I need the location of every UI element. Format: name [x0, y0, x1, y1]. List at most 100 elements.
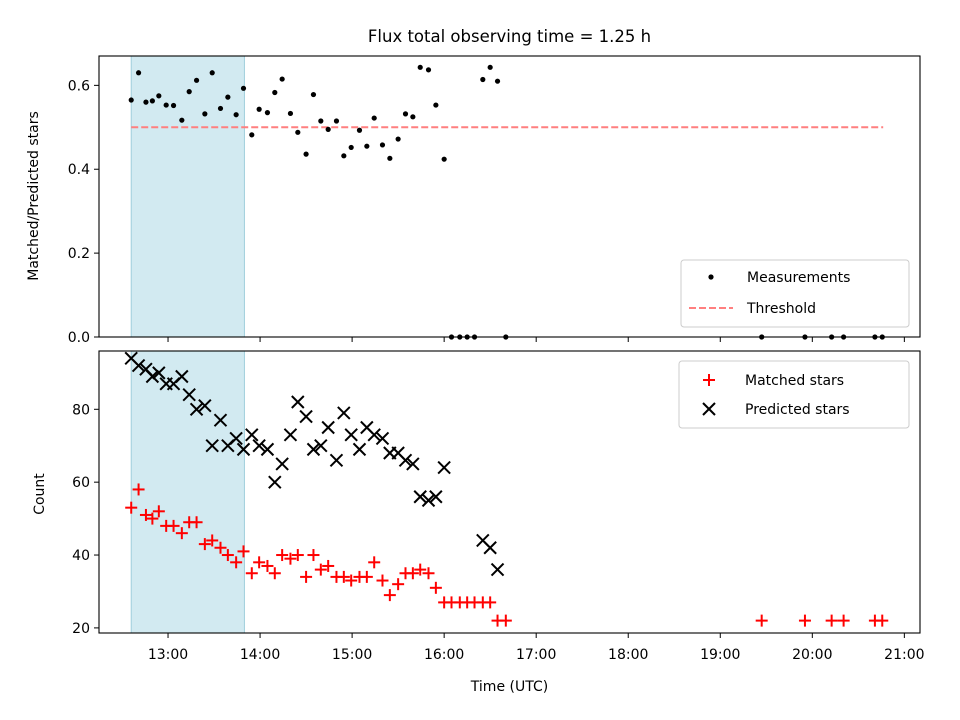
predicted-point [229, 431, 243, 446]
matched-point [291, 549, 304, 562]
matched-point [376, 574, 389, 587]
predicted-point-b [299, 409, 313, 424]
matched-point [414, 563, 427, 576]
measurement-point [240, 85, 247, 91]
predicted-point [421, 493, 436, 508]
matched-point [139, 508, 152, 521]
predicted-point [375, 431, 390, 446]
measurement-point [156, 93, 162, 99]
predicted-point-b [413, 490, 427, 504]
measurement-point [364, 143, 370, 149]
predicted-point-b [198, 398, 212, 413]
matched-point [360, 570, 373, 583]
predicted-point [314, 439, 328, 453]
observing-window-band [130, 350, 245, 634]
matched-point [406, 567, 419, 580]
legend-marker-matched [703, 374, 715, 386]
predicted-point-b [283, 428, 298, 442]
measurement-point [249, 132, 255, 138]
predicted-point-b [124, 351, 138, 365]
measurement-point [480, 76, 486, 83]
predicted-point [145, 369, 160, 384]
matched-point [345, 574, 358, 587]
y-tick-label: 80 [72, 402, 90, 418]
matched-point [268, 567, 281, 580]
x-tick-label: 19:00 [700, 647, 740, 663]
predicted-point [490, 562, 505, 577]
predicted-point [413, 490, 427, 504]
measurement-point [209, 70, 215, 76]
bottom-y-axis-label: Count [32, 473, 48, 515]
predicted-point-b [476, 533, 490, 548]
predicted-point-b [252, 439, 266, 453]
measurement-point [295, 129, 301, 135]
predicted-point-b [182, 388, 196, 402]
predicted-point [299, 409, 313, 424]
predicted-point [252, 439, 266, 453]
matched-point [198, 538, 211, 551]
x-tick-label: 17:00 [516, 647, 556, 663]
predicted-point-b [268, 475, 282, 489]
measurement-point [163, 102, 169, 108]
predicted-point [437, 460, 451, 475]
predicted-point [398, 453, 413, 468]
predicted-point [283, 428, 298, 442]
measurement-point [395, 136, 401, 142]
x-tick-label: 13:00 [148, 647, 188, 663]
y-tick-label: 60 [72, 475, 90, 491]
x-tick-label: 14:00 [240, 647, 280, 663]
measurement-point [225, 94, 231, 100]
matched-point [276, 549, 289, 562]
measurement-point [264, 110, 271, 116]
measurement-point [149, 98, 155, 104]
measurement-point [433, 102, 439, 108]
measurement-point [410, 114, 416, 120]
legend-label-measurements: Measurements [747, 270, 850, 286]
y-tick-label: 0.2 [68, 246, 90, 262]
predicted-point-b [275, 457, 289, 471]
y-tick-label: 40 [72, 548, 90, 564]
predicted-point [352, 442, 367, 457]
predicted-point-b [437, 460, 451, 475]
predicted-point-b [344, 428, 358, 442]
measurement-point [170, 102, 177, 109]
legend-marker-predicted [702, 402, 716, 416]
predicted-point-b [398, 453, 413, 468]
measurement-point [487, 64, 493, 70]
matched-point [422, 567, 435, 580]
predicted-point-b [260, 442, 275, 457]
matched-point [284, 552, 297, 565]
matched-point [261, 559, 274, 572]
predicted-point [236, 442, 251, 457]
measurement-point [128, 97, 134, 103]
predicted-point [306, 442, 321, 457]
predicted-point-b [329, 453, 344, 468]
predicted-point-b [352, 442, 367, 457]
measurement-point [143, 99, 149, 105]
predicted-point-b [360, 420, 374, 435]
predicted-point [406, 457, 420, 471]
predicted-point-b [131, 358, 146, 373]
predicted-point-b [321, 420, 335, 435]
top-x-ticks [167, 337, 905, 342]
measurement-point [318, 118, 324, 124]
measurement-point [402, 111, 409, 117]
measurement-point [310, 91, 317, 98]
predicted-point [175, 369, 189, 384]
predicted-point [213, 413, 228, 427]
matched-point [245, 567, 258, 580]
matched-point [206, 534, 219, 547]
measurement-point [494, 78, 501, 84]
predicted-point [337, 406, 351, 420]
predicted-point [344, 428, 358, 442]
matched-point [300, 570, 313, 583]
bottom-legend: Matched stars Predicted stars [678, 360, 910, 429]
predicted-point [483, 541, 497, 555]
ratio-panel: 0.0 0.2 0.4 0.6 Matched/Predicted stars Mea… [26, 55, 921, 346]
y-tick-label: 20 [72, 621, 90, 637]
bottom-y-ticks: 20 40 60 80 [72, 402, 99, 637]
legend-label-matched: Matched stars [745, 373, 844, 389]
bottom-legend-box [678, 360, 910, 429]
